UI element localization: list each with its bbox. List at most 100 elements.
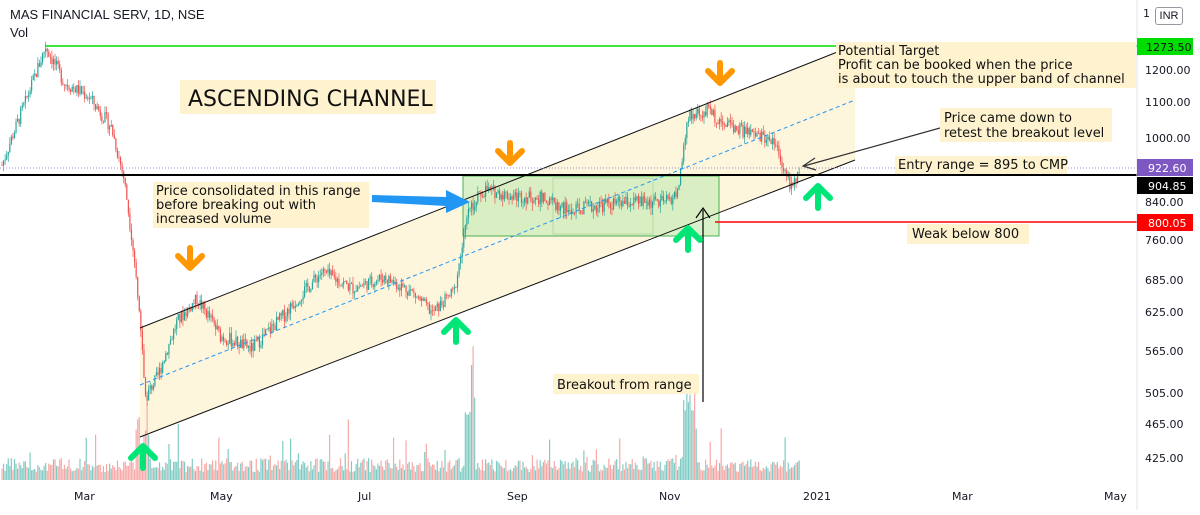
volume-bar bbox=[171, 470, 173, 480]
volume-bar bbox=[759, 470, 761, 480]
price-axis[interactable]: 1 1200.00 1100.00 1000.00 840.00 760.00 … bbox=[1136, 0, 1193, 510]
volume-bar bbox=[600, 469, 602, 480]
candle-body bbox=[90, 98, 92, 99]
volume-bar bbox=[24, 461, 26, 480]
volume-bar bbox=[216, 470, 218, 480]
weak-note[interactable]: Weak below 800 bbox=[912, 227, 1019, 242]
consolidated-note-line1[interactable]: Price consolidated in this range bbox=[156, 184, 360, 199]
volume-bar bbox=[230, 461, 232, 480]
volume-bar bbox=[160, 470, 162, 480]
target-note-line3[interactable]: is about to touch the upper band of chan… bbox=[838, 72, 1125, 87]
volume-bar bbox=[213, 469, 215, 480]
volume-bar bbox=[485, 459, 487, 480]
candle-body bbox=[623, 200, 626, 204]
chart-title-annotation[interactable]: ASCENDING CHANNEL bbox=[188, 87, 433, 112]
symbol-title[interactable]: MAS FINANCIAL SERV, 1D, NSE bbox=[10, 7, 205, 22]
entry-note[interactable]: Entry range = 895 to CMP bbox=[898, 158, 1068, 173]
candle-body bbox=[793, 178, 796, 186]
channel-mid-line[interactable] bbox=[139, 99, 856, 386]
volume-bar bbox=[701, 470, 704, 480]
volume-bar bbox=[737, 471, 739, 480]
volume-bar bbox=[698, 462, 700, 480]
volume-bar bbox=[775, 464, 777, 480]
candle-body bbox=[612, 198, 615, 210]
volume-bar bbox=[719, 463, 721, 480]
orange-down-arrow-1 bbox=[175, 245, 205, 271]
candle-body bbox=[121, 164, 123, 172]
candle-body bbox=[461, 247, 463, 257]
candle-body bbox=[764, 134, 766, 143]
volume-bar bbox=[458, 458, 460, 480]
volume-bar bbox=[52, 459, 55, 480]
volume-bar bbox=[87, 464, 89, 480]
candle-body bbox=[327, 268, 329, 273]
candle-body bbox=[642, 196, 644, 206]
volume-bar bbox=[736, 471, 738, 480]
channel-upper-line[interactable] bbox=[139, 44, 856, 329]
retest-note-line1[interactable]: Price came down to bbox=[944, 111, 1072, 126]
volume-bar bbox=[304, 462, 306, 480]
candle-body bbox=[311, 282, 314, 290]
volume-bar bbox=[765, 466, 767, 480]
candle-body bbox=[706, 104, 708, 116]
candle-body bbox=[263, 334, 265, 336]
currency-button[interactable]: INR bbox=[1155, 7, 1183, 25]
target-note-line1[interactable]: Potential Target bbox=[838, 44, 939, 59]
candle-body bbox=[795, 178, 797, 182]
target-note-line2[interactable]: Profit can be booked when the price bbox=[838, 58, 1073, 73]
candle-body bbox=[678, 184, 680, 190]
candle-body bbox=[227, 343, 229, 345]
volume-bar bbox=[792, 467, 794, 480]
consolidated-note-line2[interactable]: before breaking out with bbox=[156, 198, 316, 213]
candle-body bbox=[580, 210, 582, 214]
candle-body bbox=[158, 368, 161, 376]
candle-body bbox=[43, 51, 45, 54]
volume-bar bbox=[364, 470, 367, 480]
volume-bar bbox=[247, 467, 250, 480]
candle-body bbox=[4, 159, 6, 161]
volume-bar bbox=[355, 463, 357, 480]
volume-bar bbox=[477, 462, 479, 480]
breakout-note[interactable]: Breakout from range bbox=[557, 378, 692, 393]
volume-bar bbox=[291, 460, 293, 480]
candle-body bbox=[570, 210, 572, 215]
volume-indicator-label[interactable]: Vol bbox=[10, 25, 29, 40]
retest-note-line2[interactable]: retest the breakout level bbox=[944, 126, 1104, 141]
candle-body bbox=[18, 118, 20, 124]
candle-body bbox=[425, 299, 427, 303]
candle-body bbox=[456, 274, 459, 288]
volume-bar bbox=[475, 469, 477, 480]
consolidated-note-line3[interactable]: increased volume bbox=[156, 212, 271, 227]
candle-body bbox=[138, 296, 140, 312]
volume-bar bbox=[361, 460, 363, 480]
volume-bar bbox=[745, 464, 747, 480]
volume-bar bbox=[547, 460, 549, 480]
candle-body bbox=[511, 196, 513, 200]
volume-bar bbox=[45, 463, 47, 480]
candle-body bbox=[595, 205, 597, 213]
channel-lower-line[interactable] bbox=[139, 159, 856, 438]
candle-body bbox=[233, 342, 236, 346]
candle-body bbox=[765, 140, 767, 143]
candle-body bbox=[15, 121, 17, 133]
candle-body bbox=[177, 313, 179, 320]
candle-body bbox=[630, 203, 632, 207]
candle-body bbox=[784, 170, 786, 172]
candle-body bbox=[606, 198, 608, 203]
time-axis[interactable]: Mar May Jul Sep Nov 2021 Mar May bbox=[74, 490, 1127, 503]
consolidation-box bbox=[462, 175, 720, 237]
volume-bar bbox=[162, 466, 164, 480]
volume-bar bbox=[413, 466, 415, 480]
candle-body bbox=[391, 280, 393, 283]
candle-body bbox=[499, 190, 501, 200]
channel-fill bbox=[140, 45, 855, 437]
volume-bar bbox=[190, 466, 192, 480]
volume-bar bbox=[90, 470, 92, 480]
volume-bar bbox=[689, 394, 691, 480]
volume-bar bbox=[307, 465, 309, 480]
candle-body bbox=[246, 340, 248, 348]
candle-body bbox=[658, 200, 660, 207]
candle-body bbox=[712, 110, 714, 115]
volume-bar bbox=[606, 467, 608, 480]
